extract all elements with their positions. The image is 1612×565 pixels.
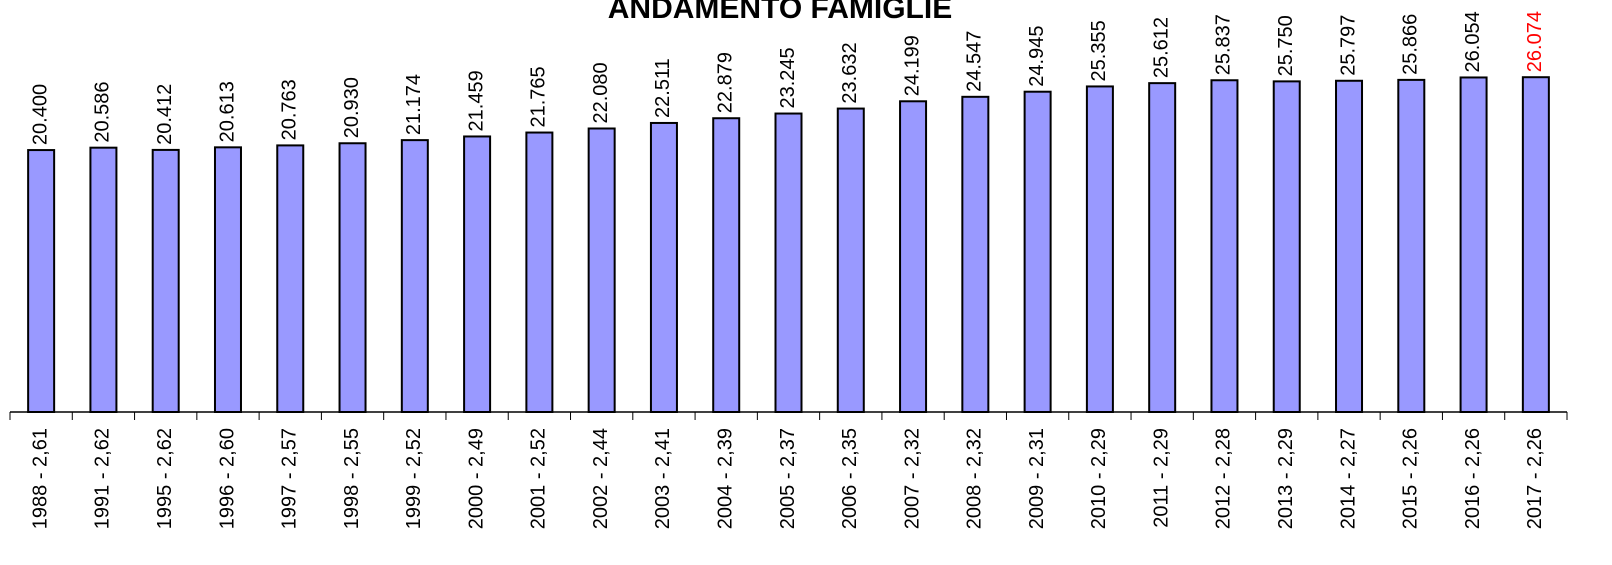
chart-title: ANDAMENTO FAMIGLIE: [608, 0, 952, 25]
value-label: 24.199: [901, 35, 923, 96]
value-label: 20.586: [92, 82, 114, 143]
bar: [961, 95, 990, 413]
bar: [649, 121, 678, 413]
value-label: 21.765: [528, 66, 550, 127]
x-tick-label: 1997 - 2,57: [279, 428, 301, 529]
value-label: 25.750: [1275, 15, 1297, 76]
bar: [836, 107, 865, 413]
x-tick-label: 1991 - 2,62: [92, 428, 114, 529]
value-label: 20.400: [29, 84, 51, 145]
value-label: 26.074: [1524, 11, 1546, 72]
bar: [525, 131, 554, 413]
x-tick-label: 1995 - 2,62: [154, 428, 176, 529]
x-tick-label: 2000 - 2,49: [465, 428, 487, 529]
bar: [1085, 85, 1114, 413]
x-tick-label: 2016 - 2,26: [1462, 428, 1484, 529]
x-tick-label: 2012 - 2,28: [1213, 428, 1235, 529]
value-label: 25.866: [1400, 14, 1422, 75]
bar: [276, 144, 305, 413]
x-tick-label: 2004 - 2,39: [715, 428, 737, 529]
bar: [587, 127, 616, 413]
value-label: 22.879: [715, 52, 737, 113]
x-tick-label: 2014 - 2,27: [1337, 428, 1359, 529]
x-tick-label: 2013 - 2,29: [1275, 428, 1297, 529]
x-tick-label: 2002 - 2,44: [590, 428, 612, 529]
value-label: 26.054: [1462, 11, 1484, 72]
value-label: 20.763: [279, 79, 301, 140]
bar: [1397, 78, 1426, 414]
value-label: 25.355: [1088, 20, 1110, 81]
bar: [1023, 90, 1052, 413]
bar: [27, 149, 56, 413]
value-label: 23.632: [839, 42, 861, 103]
bar: [338, 142, 367, 414]
value-label: 21.174: [403, 74, 425, 135]
bar: [1521, 76, 1550, 413]
x-tick-label: 2005 - 2,37: [777, 428, 799, 529]
x-tick-label: 2011 - 2,29: [1150, 428, 1172, 528]
x-tick-label: 2015 - 2,26: [1400, 428, 1422, 529]
x-tick-label: 1998 - 2,55: [341, 428, 363, 529]
x-tick-label: 2001 - 2,52: [528, 428, 550, 529]
bar: [1335, 79, 1364, 414]
bar: [1459, 76, 1488, 413]
x-tick-label: 2003 - 2,41: [652, 428, 674, 529]
bar: [400, 139, 429, 413]
x-tick-label: 2010 - 2,29: [1088, 428, 1110, 529]
value-label: 22.080: [590, 62, 612, 123]
bar: [1272, 80, 1301, 414]
x-tick-label: 1996 - 2,60: [216, 428, 238, 529]
value-label: 22.511: [652, 58, 674, 118]
x-tick-label: 1988 - 2,61: [29, 428, 51, 529]
bar: [89, 146, 118, 414]
value-label: 20.613: [216, 81, 238, 142]
bar: [1148, 82, 1177, 414]
value-label: 25.797: [1337, 15, 1359, 76]
value-label: 24.547: [964, 31, 986, 92]
x-tick-label: 2009 - 2,31: [1026, 428, 1048, 529]
bar: [151, 148, 180, 414]
value-label: 25.612: [1150, 17, 1172, 78]
bar: [899, 100, 928, 413]
value-label: 20.412: [154, 84, 176, 145]
x-tick-label: 2008 - 2,32: [964, 428, 986, 529]
value-label: 23.245: [777, 47, 799, 108]
value-label: 25.837: [1213, 14, 1235, 75]
bar: [213, 146, 242, 414]
bar: [774, 112, 803, 413]
x-tick-label: 2017 - 2,26: [1524, 428, 1546, 529]
value-label: 21.459: [465, 70, 487, 131]
value-label: 24.945: [1026, 26, 1048, 87]
value-label: 20.930: [341, 77, 363, 138]
bar: [712, 117, 741, 413]
x-tick-label: 2006 - 2,35: [839, 428, 861, 529]
x-tick-label: 1999 - 2,52: [403, 428, 425, 529]
bar: [463, 135, 492, 414]
x-tick-label: 2007 - 2,32: [901, 428, 923, 529]
bar: [1210, 79, 1239, 413]
